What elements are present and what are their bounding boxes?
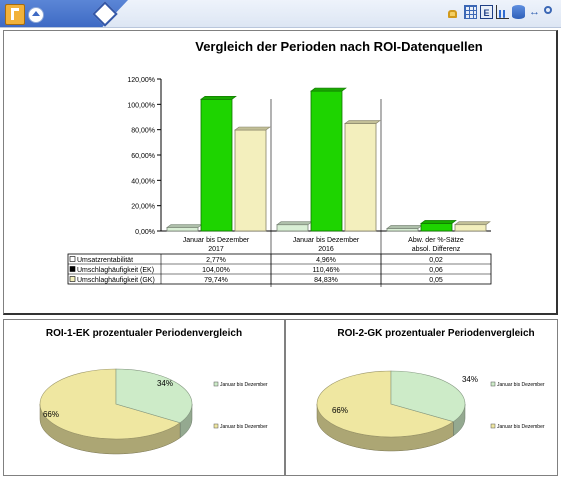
app-icon[interactable] bbox=[5, 4, 25, 25]
pie-title-ek: ROI-1-EK prozentualer Periodenvergleich bbox=[46, 328, 242, 339]
column-header-line1: Abw. der %-Sätze bbox=[408, 237, 464, 244]
bar-2-2 bbox=[454, 221, 491, 232]
y-tick-label: 80,00% bbox=[131, 128, 155, 135]
legend-label: Januar bis Dezember bbox=[497, 382, 545, 388]
table-border bbox=[67, 253, 492, 285]
toolbar: E ↔ bbox=[0, 0, 561, 28]
table-cell: 0,06 bbox=[429, 267, 443, 274]
legend-swatch bbox=[69, 266, 76, 272]
bar-face bbox=[386, 228, 419, 232]
pie-ek: 34% 66% Januar bis Dezember Januar bis Deze… bbox=[39, 368, 268, 455]
main-chart-panel: Vergleich der Perioden nach ROI-Datenque… bbox=[3, 30, 558, 315]
bar-face bbox=[454, 224, 487, 232]
bar-0-2 bbox=[234, 126, 271, 232]
bar-face bbox=[166, 227, 199, 232]
bar-face bbox=[310, 90, 343, 232]
pie-value-label: 66% bbox=[332, 406, 348, 415]
pie-value-label: 66% bbox=[43, 410, 59, 419]
row-label: Umschlaghäufigkeit (EK) bbox=[77, 267, 154, 274]
table-cell: 104,00% bbox=[202, 267, 230, 274]
bar-face bbox=[344, 123, 377, 232]
pie-chart-gk: ROI-2-GK prozentualer Periodenvergleich … bbox=[316, 328, 545, 452]
toolbar-icons: E ↔ bbox=[448, 5, 557, 19]
table-cell: 4,96% bbox=[316, 257, 336, 264]
pie-value-label: 34% bbox=[157, 379, 173, 388]
y-tick-label: 100,00% bbox=[127, 102, 155, 109]
pie-slice-large bbox=[39, 368, 181, 440]
bar-top bbox=[200, 95, 237, 100]
y-tick-label: 120,00% bbox=[127, 77, 155, 84]
bar-top bbox=[234, 126, 271, 131]
pie-panel-ek: ROI-1-EK prozentualer Periodenvergleich … bbox=[3, 319, 285, 476]
column-header-line2: 2017 bbox=[208, 246, 224, 253]
et-icon[interactable]: E bbox=[480, 5, 493, 19]
bar-face bbox=[276, 224, 309, 232]
bar-top bbox=[454, 221, 491, 225]
y-tick-label: 40,00% bbox=[131, 178, 155, 185]
grid-icon[interactable] bbox=[464, 5, 477, 19]
legend-swatch bbox=[213, 381, 219, 387]
column-header-line1: Januar bis Dezember bbox=[293, 237, 360, 244]
bar-top bbox=[310, 87, 347, 92]
legend-swatch bbox=[490, 423, 496, 429]
row-label: Umsatzrentabilität bbox=[77, 257, 133, 264]
bar-2-1 bbox=[420, 220, 457, 232]
y-tick-label: 0,00% bbox=[135, 229, 155, 236]
main-chart: Vergleich der Perioden nach ROI-Datenque… bbox=[67, 39, 492, 287]
table-cell: 0,02 bbox=[429, 257, 443, 264]
lock-icon[interactable] bbox=[448, 5, 461, 19]
pie-title-gk: ROI-2-GK prozentualer Periodenvergleich bbox=[337, 328, 534, 339]
database-icon[interactable] bbox=[512, 5, 525, 19]
pie-panel-gk: ROI-2-GK prozentualer Periodenvergleich … bbox=[285, 319, 558, 476]
legend-swatch bbox=[69, 256, 76, 262]
up-icon[interactable] bbox=[28, 7, 44, 23]
bar-1-1 bbox=[310, 87, 347, 232]
pie-gk: 34% 66% Januar bis Dezember Januar bis Deze… bbox=[316, 370, 545, 452]
arrows-icon[interactable]: ↔ bbox=[529, 6, 540, 18]
bar-chart-icon[interactable] bbox=[496, 5, 509, 19]
bar-1-2 bbox=[344, 120, 381, 232]
y-tick-label: 60,00% bbox=[131, 153, 155, 160]
zoom-icon[interactable] bbox=[544, 5, 557, 19]
bar-2-0 bbox=[386, 225, 423, 232]
table-cell: 84,83% bbox=[314, 277, 338, 284]
pie-chart-ek: ROI-1-EK prozentualer Periodenvergleich … bbox=[39, 328, 268, 455]
pie-slice-small bbox=[115, 368, 193, 424]
table-cell: 79,74% bbox=[204, 277, 228, 284]
legend-swatch bbox=[490, 381, 496, 387]
bar-top bbox=[420, 220, 457, 224]
column-header-line1: Januar bis Dezember bbox=[183, 237, 250, 244]
bar-0-1 bbox=[200, 95, 237, 232]
bar-top bbox=[386, 225, 423, 229]
bar-0-0 bbox=[166, 224, 203, 232]
bar-face bbox=[200, 98, 233, 232]
bars bbox=[166, 87, 491, 232]
y-axis: 0,00% 20,00% 40,00% 60,00% 80,00% 100,00% 120,… bbox=[127, 77, 491, 287]
table-cell: 2,77% bbox=[206, 257, 226, 264]
legend-swatch bbox=[69, 276, 76, 282]
legend-swatch bbox=[213, 423, 219, 429]
bar-1-0 bbox=[276, 221, 313, 232]
legend-label: Januar bis Dezember bbox=[220, 424, 268, 430]
legend-label: Januar bis Dezember bbox=[220, 382, 268, 388]
y-tick-label: 20,00% bbox=[131, 204, 155, 211]
table-cell: 0,05 bbox=[429, 277, 443, 284]
row-label: Umschlaghäufigkeit (GK) bbox=[77, 277, 155, 284]
pie-value-label: 34% bbox=[462, 375, 478, 384]
table-cell: 110,46% bbox=[312, 267, 339, 274]
bar-face bbox=[420, 222, 453, 232]
bar-top bbox=[344, 120, 381, 124]
bar-top bbox=[276, 221, 313, 226]
pie-slice-small bbox=[390, 370, 466, 423]
pie-slice-large bbox=[316, 370, 455, 438]
bar-face bbox=[234, 129, 267, 232]
main-chart-title: Vergleich der Perioden nach ROI-Datenque… bbox=[195, 39, 483, 54]
data-table: Januar bis Dezember 2017 Januar bis Dezemb… bbox=[67, 237, 492, 285]
legend-label: Januar bis Dezember bbox=[497, 424, 545, 430]
bar-top bbox=[166, 224, 203, 228]
column-header-line2: 2016 bbox=[318, 246, 334, 253]
column-header-line2: absol. Differenz bbox=[412, 246, 461, 253]
